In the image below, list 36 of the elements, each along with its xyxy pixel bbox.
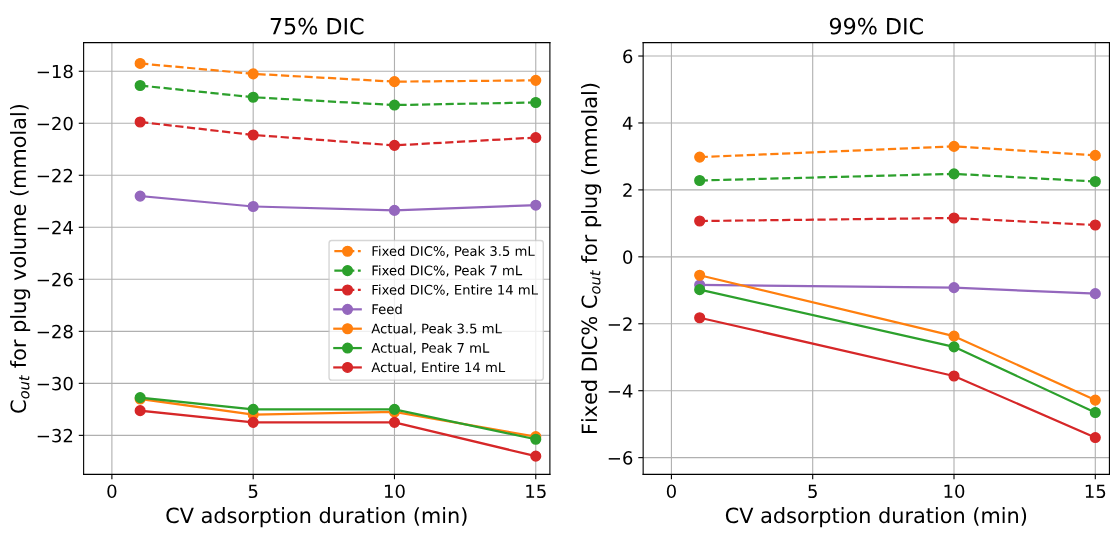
y-tick-label: −2: [608, 317, 632, 331]
legend-label: Actual, Peak 7 mL: [371, 342, 490, 355]
y-tick-label: 6: [623, 49, 633, 64]
x-tick-label: 10: [384, 484, 405, 499]
x-axis-title: CV adsorption duration (min): [725, 507, 1027, 528]
legend-label: Fixed DIC%, Peak 7 mL: [372, 265, 523, 277]
x-tick-label: 5: [808, 484, 817, 499]
x-tick-label: 5: [248, 484, 258, 499]
chart-title: 99% DIC: [829, 17, 923, 35]
y-axis-title: Fixed DIC% C$_{out}$ for plug (mmolal): [581, 83, 602, 434]
y-tick-label: −20: [37, 116, 73, 131]
legend-label: Fixed DIC%, Entire 14 mL: [372, 284, 538, 297]
x-tick-label: 15: [1085, 484, 1106, 499]
y-tick-label: 0: [623, 250, 633, 264]
x-tick-label: 10: [944, 484, 965, 499]
y-tick-label: −24: [37, 220, 73, 235]
y-tick-label: 2: [623, 183, 632, 197]
y-tick-label: −4: [608, 384, 633, 398]
chart-title: 75% DIC: [270, 17, 364, 35]
y-tick-label: −32: [37, 428, 73, 443]
x-tick-label: 0: [107, 484, 117, 499]
y-tick-label: −22: [37, 168, 73, 183]
legend-label: Actual, Entire 14 mL: [371, 362, 506, 374]
x-tick-label: 0: [666, 484, 676, 499]
legend-label: Actual, Peak 3.5 mL: [371, 323, 502, 335]
legend-label: Fixed DIC%, Peak 3.5 mL: [372, 245, 535, 258]
x-tick-label: 15: [526, 484, 546, 499]
y-tick-label: −26: [37, 272, 73, 287]
legend-label: Feed: [372, 303, 402, 315]
x-axis-title: CV adsorption duration (min): [166, 507, 467, 528]
y-tick-label: −28: [37, 324, 73, 339]
y-tick-label: −6: [608, 451, 633, 465]
y-tick-label: 4: [622, 116, 633, 130]
y-axis-title: C$_{out}$ for plug volume (mmolal): [10, 104, 31, 413]
y-tick-label: −30: [37, 376, 73, 391]
y-tick-label: −18: [37, 64, 73, 79]
